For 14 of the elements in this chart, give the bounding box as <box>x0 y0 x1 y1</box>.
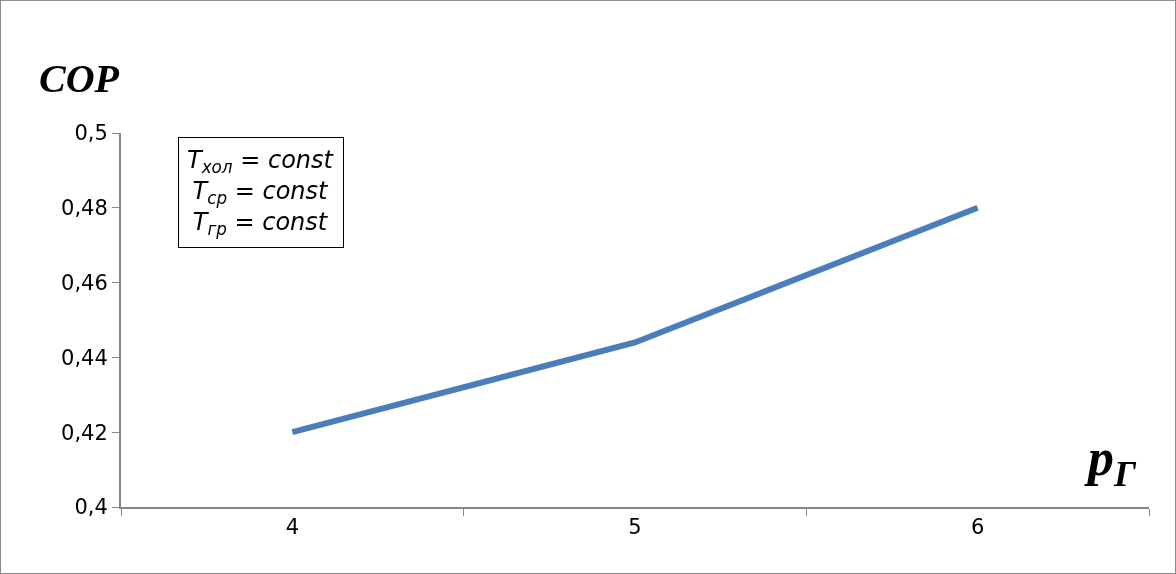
y-axis-title: COP <box>39 56 120 101</box>
annotation: T$_{гр}$ = const <box>192 208 329 240</box>
y-tick-label: 0,42 <box>61 420 108 445</box>
x-tick-label: 6 <box>970 515 985 540</box>
x-tick-label: 4 <box>285 515 300 540</box>
x-tick-label: 5 <box>628 515 642 540</box>
x-axis-title: p$_{Г}$ <box>1084 429 1137 494</box>
annotation: T$_{хол}$ = const <box>187 146 335 178</box>
y-tick-label: 0,48 <box>61 196 108 221</box>
y-tick-label: 0,44 <box>61 345 108 370</box>
y-tick-label: 0,5 <box>74 121 108 146</box>
y-tick-label: 0,4 <box>74 495 108 520</box>
annotation: T$_{ср}$ = const <box>192 177 330 209</box>
y-tick-label: 0,46 <box>61 270 108 295</box>
